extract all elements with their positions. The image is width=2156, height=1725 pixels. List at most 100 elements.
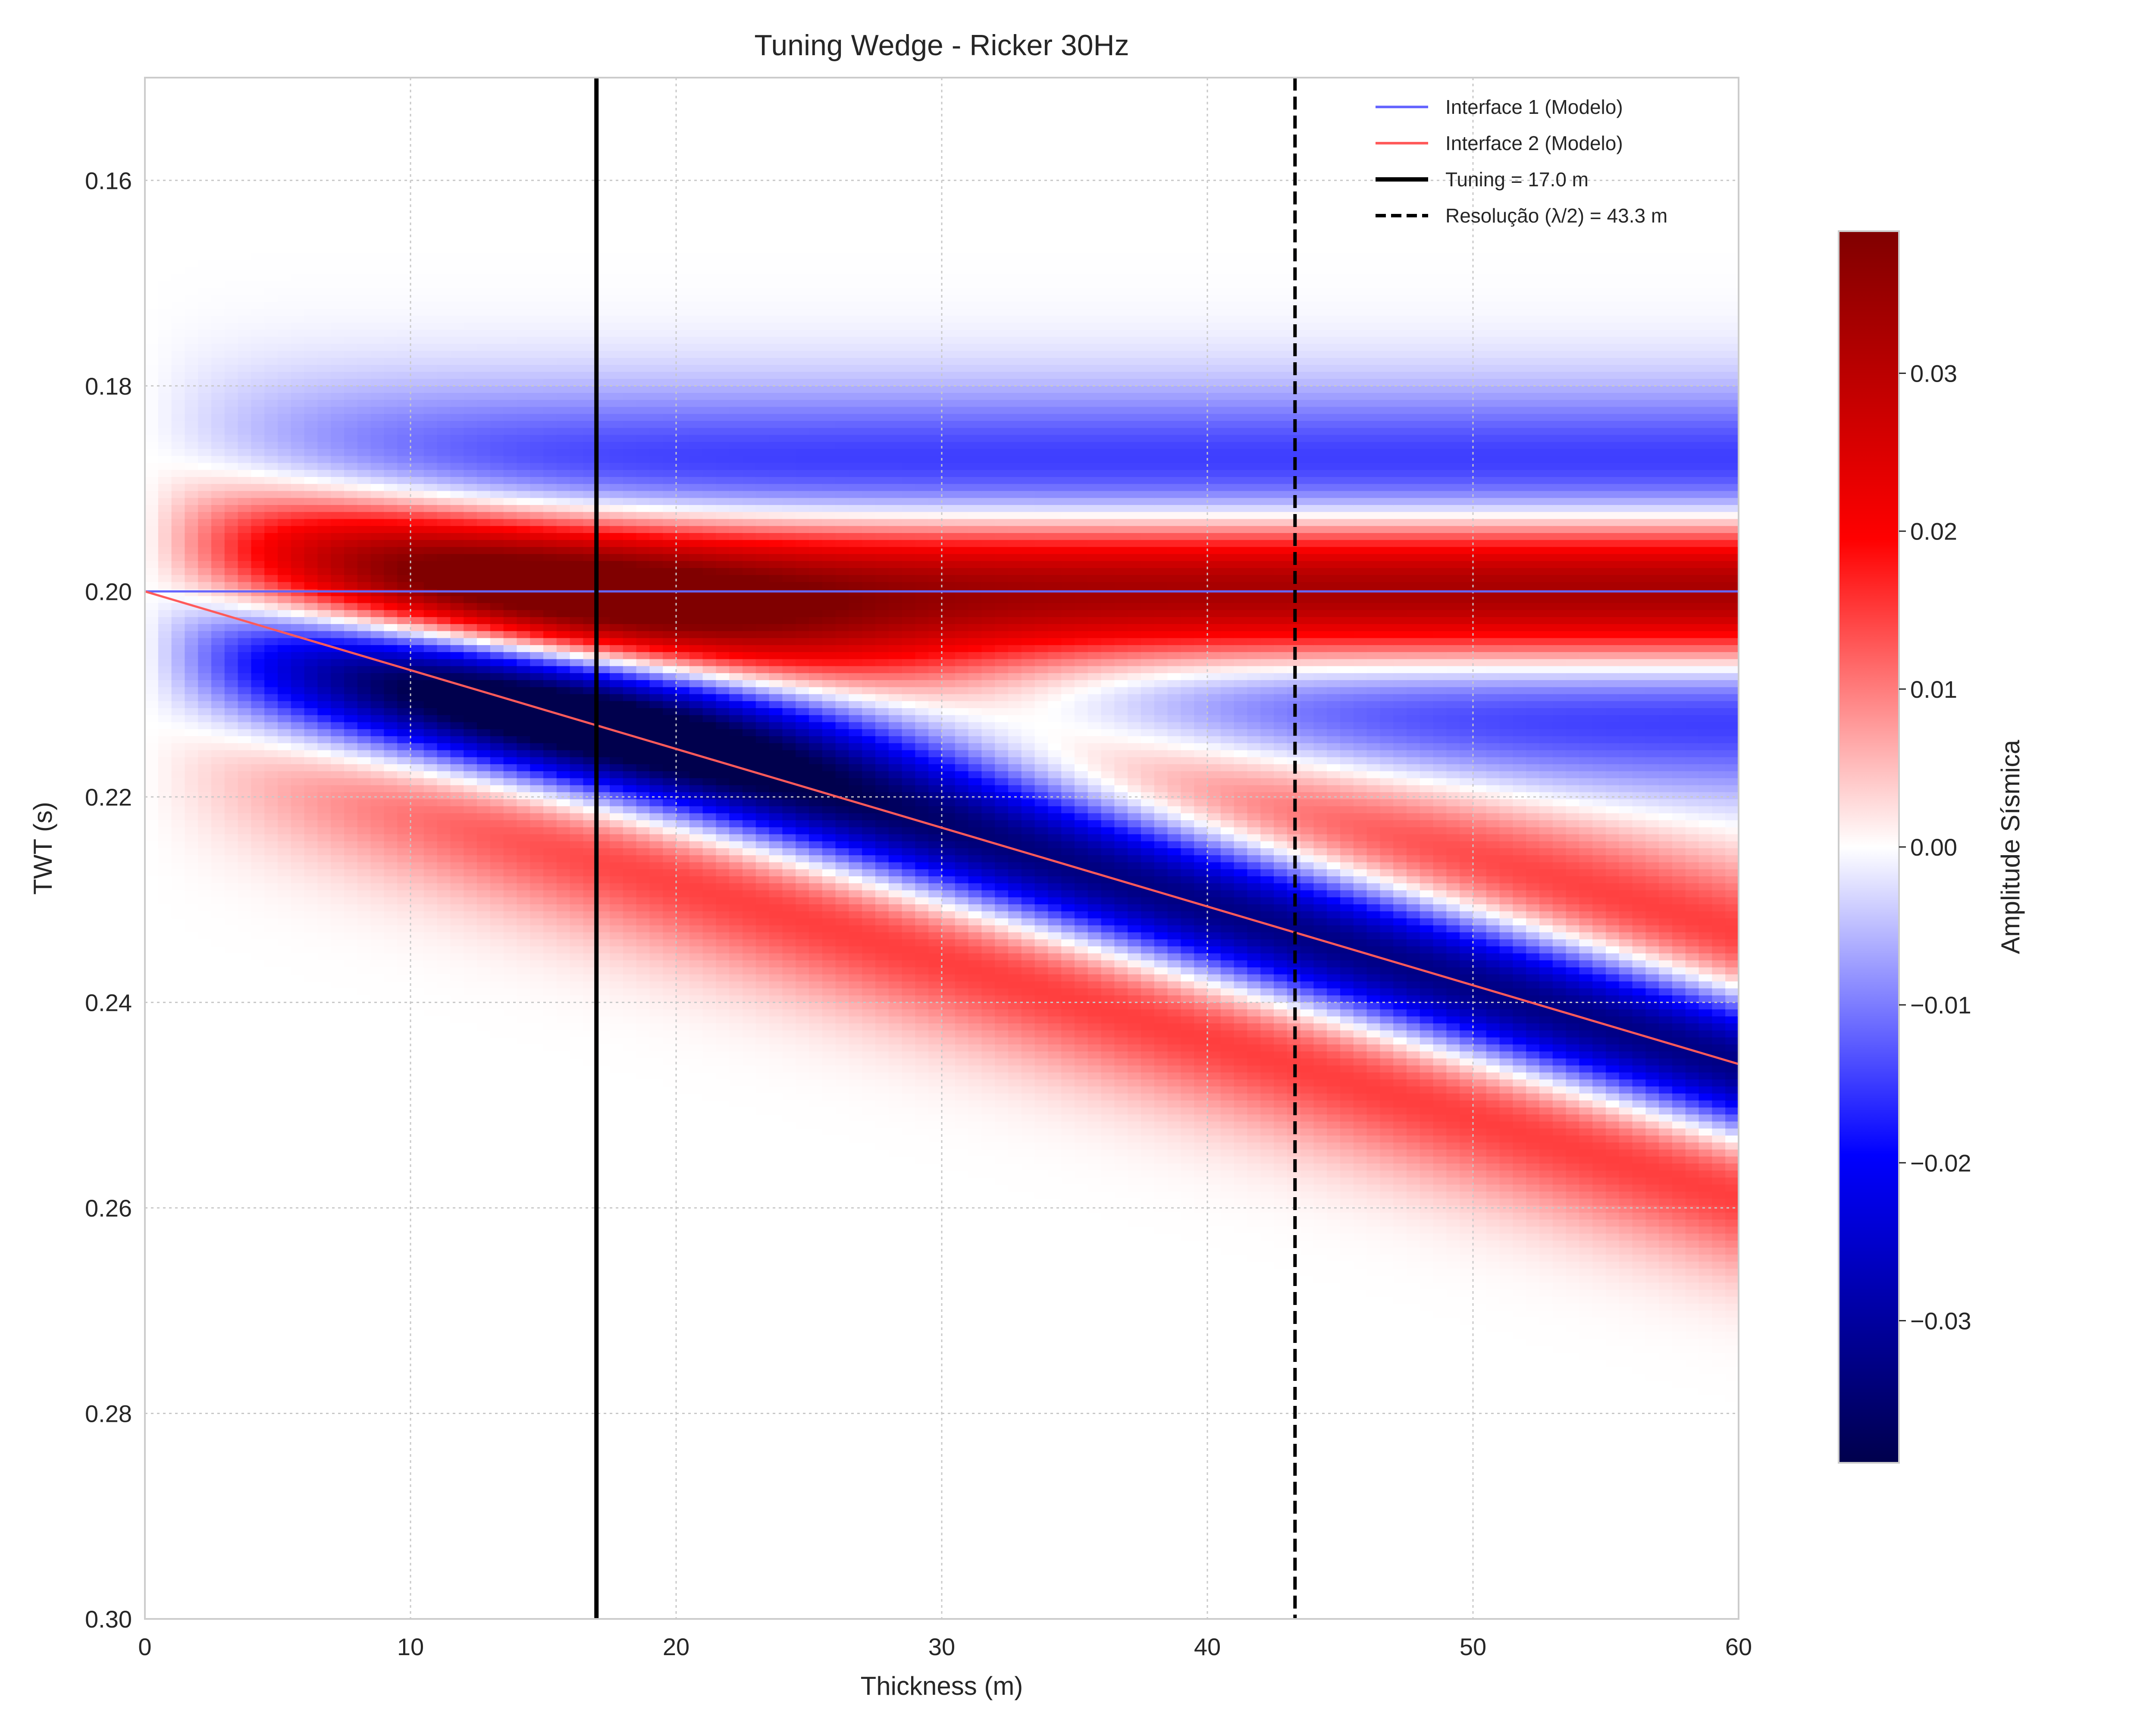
heatmap-cell bbox=[145, 1514, 159, 1521]
heatmap-cell bbox=[185, 554, 198, 561]
heatmap-cell bbox=[331, 1500, 345, 1507]
heatmap-cell bbox=[317, 982, 331, 989]
heatmap-cell bbox=[291, 1591, 305, 1598]
heatmap-cell bbox=[371, 1241, 385, 1248]
heatmap-cell bbox=[264, 806, 278, 814]
heatmap-cell bbox=[384, 428, 398, 435]
heatmap-cell bbox=[371, 932, 385, 940]
heatmap-cell bbox=[331, 1598, 345, 1605]
heatmap-cell bbox=[185, 960, 198, 968]
heatmap-cell bbox=[278, 190, 291, 197]
heatmap-cell bbox=[198, 1234, 212, 1241]
heatmap-cell bbox=[371, 1198, 385, 1206]
heatmap-cell bbox=[371, 1170, 385, 1178]
heatmap-cell bbox=[371, 344, 385, 351]
heatmap-cell bbox=[185, 1101, 198, 1108]
heatmap-cell bbox=[225, 1514, 238, 1521]
heatmap-cell bbox=[158, 1577, 172, 1584]
heatmap-cell bbox=[264, 533, 278, 540]
heatmap-cell bbox=[291, 1030, 305, 1038]
heatmap-cell bbox=[158, 169, 172, 176]
heatmap-cell bbox=[384, 113, 398, 120]
heatmap-cell bbox=[238, 1107, 252, 1115]
heatmap-cell bbox=[304, 687, 318, 694]
heatmap-cell bbox=[251, 1066, 265, 1073]
heatmap-cell bbox=[158, 225, 172, 232]
heatmap-cell bbox=[304, 988, 318, 996]
heatmap-cell bbox=[225, 372, 238, 379]
heatmap-cell bbox=[278, 1507, 291, 1514]
heatmap-cell bbox=[264, 1255, 278, 1262]
heatmap-cell bbox=[331, 176, 345, 183]
heatmap-cell bbox=[251, 547, 265, 554]
heatmap-cell bbox=[317, 1528, 331, 1535]
heatmap-cell bbox=[145, 148, 159, 155]
heatmap-cell bbox=[185, 995, 198, 1003]
heatmap-cell bbox=[145, 666, 159, 674]
heatmap-cell bbox=[145, 1010, 159, 1017]
heatmap-cell bbox=[291, 1066, 305, 1073]
heatmap-cell bbox=[357, 1023, 371, 1031]
heatmap-cell bbox=[198, 1409, 212, 1416]
heatmap-cell bbox=[264, 1360, 278, 1367]
heatmap-cell bbox=[172, 176, 185, 183]
heatmap-cell bbox=[357, 1016, 371, 1024]
heatmap-cell bbox=[291, 1458, 305, 1465]
heatmap-cell bbox=[317, 757, 331, 765]
heatmap-cell bbox=[225, 778, 238, 786]
heatmap-cell bbox=[331, 435, 345, 442]
heatmap-cell bbox=[317, 1164, 331, 1171]
heatmap-cell bbox=[172, 659, 185, 666]
heatmap-cell bbox=[317, 813, 331, 821]
heatmap-cell bbox=[317, 1135, 331, 1143]
heatmap-cell bbox=[331, 757, 345, 765]
heatmap-cell bbox=[317, 1458, 331, 1465]
heatmap-cell bbox=[384, 743, 398, 750]
heatmap-cell bbox=[211, 239, 225, 246]
heatmap-cell bbox=[331, 806, 345, 814]
heatmap-cell bbox=[225, 1437, 238, 1444]
heatmap-cell bbox=[357, 1073, 371, 1080]
heatmap-cell bbox=[172, 547, 185, 554]
heatmap-cell bbox=[172, 78, 185, 85]
heatmap-cell bbox=[344, 435, 358, 442]
heatmap-cell bbox=[317, 113, 331, 120]
heatmap-cell bbox=[264, 1584, 278, 1591]
heatmap-cell bbox=[384, 491, 398, 499]
heatmap-cell bbox=[238, 778, 252, 786]
heatmap-cell bbox=[251, 1486, 265, 1493]
heatmap-cell bbox=[172, 568, 185, 575]
heatmap-cell bbox=[371, 1598, 385, 1605]
heatmap-cell bbox=[238, 806, 252, 814]
heatmap-cell bbox=[238, 344, 252, 351]
heatmap-cell bbox=[251, 1317, 265, 1325]
heatmap-cell bbox=[291, 813, 305, 821]
heatmap-cell bbox=[172, 1591, 185, 1598]
heatmap-cell bbox=[225, 925, 238, 933]
heatmap-cell bbox=[357, 925, 371, 933]
heatmap-cell bbox=[264, 281, 278, 288]
heatmap-cell bbox=[278, 134, 291, 141]
heatmap-cell bbox=[304, 540, 318, 547]
heatmap-cell bbox=[145, 337, 159, 344]
heatmap-cell bbox=[264, 1023, 278, 1031]
heatmap-cell bbox=[344, 1283, 358, 1290]
heatmap-cell bbox=[145, 197, 159, 204]
heatmap-cell bbox=[291, 750, 305, 758]
heatmap-cell bbox=[357, 624, 371, 631]
heatmap-cell bbox=[198, 715, 212, 722]
heatmap-cell bbox=[291, 1409, 305, 1416]
heatmap-cell bbox=[198, 736, 212, 743]
heatmap-cell bbox=[185, 330, 198, 337]
heatmap-cell bbox=[238, 533, 252, 540]
heatmap-cell bbox=[344, 1479, 358, 1486]
heatmap-cell bbox=[172, 1374, 185, 1381]
heatmap-cell bbox=[264, 1079, 278, 1087]
heatmap-cell bbox=[304, 771, 318, 778]
heatmap-cell bbox=[317, 1002, 331, 1010]
heatmap-cell bbox=[185, 246, 198, 253]
heatmap-cell bbox=[384, 85, 398, 92]
heatmap-cell bbox=[371, 1353, 385, 1360]
heatmap-cell bbox=[371, 596, 385, 603]
heatmap-cell bbox=[384, 1472, 398, 1479]
